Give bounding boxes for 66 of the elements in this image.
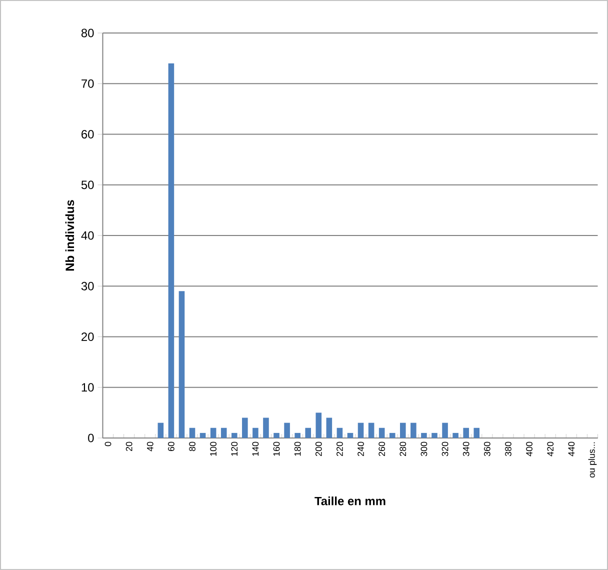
bar — [378, 428, 385, 438]
y-tick-label: 50 — [81, 180, 94, 190]
bar — [242, 418, 248, 438]
bar — [294, 432, 300, 438]
bar — [389, 432, 396, 438]
x-tick-label: 320 — [442, 442, 448, 456]
y-tick-label: 20 — [82, 332, 94, 341]
y-tick-label: 0 — [88, 434, 94, 442]
bar — [410, 422, 416, 438]
bar — [442, 422, 448, 438]
x-tick-label: 380 — [505, 442, 512, 456]
bar — [189, 428, 196, 438]
x-tick-label: 60 — [168, 442, 174, 452]
x-tick-label: 200 — [315, 442, 322, 456]
bar — [368, 422, 374, 438]
bar — [168, 63, 174, 438]
y-tick-label: 70 — [82, 79, 94, 88]
x-tick-label: 20 — [126, 442, 132, 452]
x-tick-label: ou plus... — [588, 442, 597, 478]
bar — [336, 428, 343, 438]
bar — [178, 291, 185, 438]
x-tick-label: 40 — [146, 442, 154, 452]
bar — [347, 432, 354, 438]
y-tick-label: 10 — [82, 383, 94, 392]
x-tick-label: 420 — [547, 442, 554, 456]
x-axis-title: Taille en mm — [314, 496, 386, 506]
bar — [400, 422, 406, 438]
bar — [316, 412, 322, 438]
bar — [263, 418, 269, 438]
x-tick-label: 240 — [358, 442, 364, 456]
bar — [432, 432, 438, 438]
x-tick-label: 180 — [294, 442, 301, 456]
bar — [220, 428, 227, 438]
bar — [326, 418, 332, 438]
bar — [474, 428, 480, 438]
bar — [252, 428, 258, 438]
y-axis-title: Nb individus — [65, 200, 74, 271]
bar — [210, 428, 216, 438]
bar — [200, 432, 206, 438]
x-tick-label: 400 — [526, 442, 532, 456]
bar — [284, 422, 290, 438]
bar — [305, 428, 312, 438]
x-tick-label: 120 — [231, 442, 238, 456]
bar — [274, 432, 280, 438]
y-tick-label: 80 — [81, 28, 94, 38]
x-tick-label: 100 — [210, 442, 216, 456]
y-tick-label: 30 — [81, 282, 94, 290]
x-tick-label: 160 — [273, 442, 280, 456]
bar — [452, 432, 458, 438]
x-tick-label: 300 — [420, 442, 428, 456]
bar — [158, 422, 164, 438]
bar — [463, 428, 469, 438]
bar — [421, 432, 427, 438]
x-tick-label: 280 — [400, 442, 406, 456]
y-tick-label: 40 — [81, 231, 94, 240]
x-tick-label: 80 — [189, 442, 196, 452]
bar — [231, 432, 238, 438]
x-tick-label: 140 — [252, 442, 259, 456]
y-tick-label: 60 — [82, 130, 94, 138]
x-tick-label: 220 — [336, 442, 343, 456]
x-tick-label: 260 — [378, 442, 386, 456]
x-tick-label: 340 — [462, 442, 470, 456]
x-tick-label: 0 — [104, 442, 112, 446]
x-tick-label: 360 — [484, 442, 490, 456]
x-tick-label: 440 — [568, 442, 575, 456]
bar — [358, 422, 364, 438]
